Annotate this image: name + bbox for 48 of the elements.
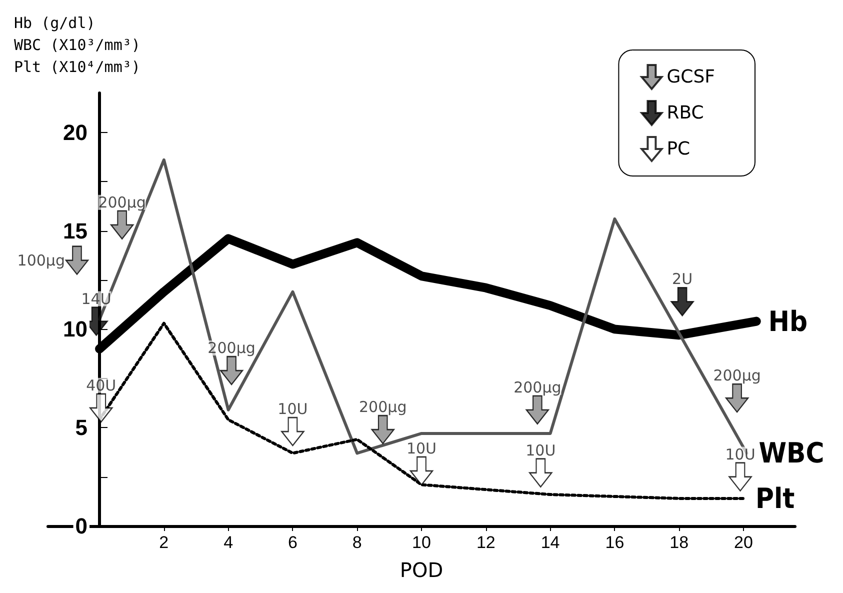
legend-label: GCSF (666, 66, 715, 88)
y-tick-label: 5 (75, 415, 88, 440)
annotation: 200μg (98, 193, 146, 212)
annotation: 10U (406, 439, 437, 458)
point (110, 210, 134, 240)
annotation: 200μg (713, 366, 761, 385)
annotation: 40U (86, 376, 116, 394)
point (670, 287, 694, 316)
point (526, 395, 550, 424)
x-axis-title: POD (400, 558, 444, 582)
y-tick-label: 10 (63, 316, 88, 342)
annotation: 14U (81, 290, 112, 308)
series-label: Plt (755, 482, 795, 515)
x-tick-label: 20 (734, 533, 753, 552)
y-tick-label: 0 (75, 514, 88, 538)
point (410, 456, 434, 486)
x-tick-label: 4 (224, 533, 234, 552)
point (90, 393, 113, 423)
x-tick-label: 6 (288, 533, 298, 552)
x-tick-label: 18 (670, 533, 689, 552)
x-tick-label: 10 (412, 533, 431, 552)
annotation: 10U (278, 400, 308, 418)
y-tick-label: 20 (63, 120, 88, 145)
annotation: 200μg (514, 378, 562, 396)
annotation: 10U (725, 445, 756, 464)
x-tick-label: 8 (352, 533, 362, 552)
point (371, 414, 394, 444)
annotation: 10U (526, 441, 556, 460)
annotation: 100μg (17, 251, 65, 270)
x-tick-label: 2 (159, 533, 169, 552)
point (220, 356, 244, 386)
legend-label: PC (666, 138, 690, 160)
y-tick-label: 15 (63, 218, 88, 244)
x-tick-label: 16 (605, 533, 624, 552)
point (725, 383, 749, 413)
point (281, 416, 304, 446)
annotation: 2U (672, 270, 693, 288)
point (728, 462, 752, 492)
x-tick-label: 12 (476, 533, 496, 552)
annotation: 200μg (359, 398, 407, 416)
series-label: Hb (768, 304, 808, 338)
point (65, 246, 89, 275)
legend-label: RBC (666, 102, 704, 124)
point (529, 458, 552, 488)
annotation: 200μg (208, 339, 256, 358)
y-axis-title: Hb (g/dl) WBC (X10³/mm³) Plt (X10⁴/mm³) (14, 14, 140, 76)
x-tick-label: 14 (540, 533, 560, 552)
series-label: WBC (758, 436, 824, 470)
